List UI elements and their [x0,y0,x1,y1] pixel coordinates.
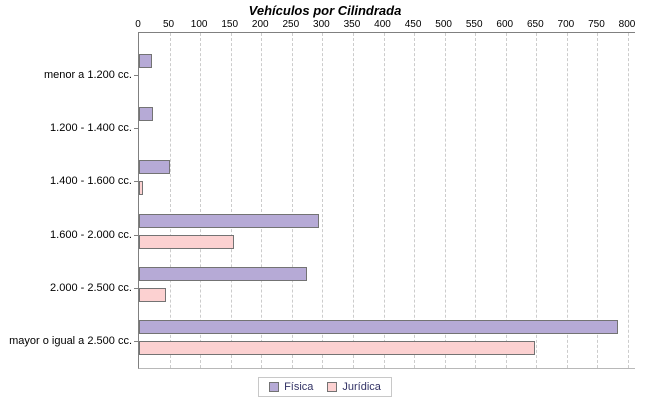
gridline [536,33,538,368]
x-tick-label: 550 [465,19,483,30]
legend-swatch [269,382,280,392]
gridline [505,33,507,368]
chart-title: Vehículos por Cilindrada [248,3,402,18]
bar-juridica [139,235,234,249]
gridline [566,33,568,368]
gridline [475,33,477,368]
gridline [169,33,171,368]
x-axis-tick-labels: 0 50 100 150 200 250 300 350 400 450 500 550 600 650 7… [135,19,638,31]
gridline [444,33,446,368]
bar-fisica [139,320,618,334]
x-tick-label: 450 [404,19,422,30]
legend-box: Física Jurídica [258,377,392,397]
y-category-label: 2.000 - 2.500 cc. [50,282,132,294]
y-axis-tick [134,341,138,342]
legend-label: Física [284,381,314,393]
gridline [291,33,293,368]
gridline [230,33,232,368]
gridline [414,33,416,368]
bar-fisica [139,214,319,228]
legend-swatch [327,382,338,392]
legend-item: Jurídica [327,381,381,393]
x-tick-label: 200 [251,19,269,30]
x-tick-label: 700 [557,19,575,30]
y-category-label: 1.400 - 1.600 cc. [50,175,132,187]
y-axis-tick [134,288,138,289]
y-category-label: mayor o igual a 2.500 cc. [9,335,132,347]
gridline [261,33,263,368]
y-category-label: menor a 1.200 cc. [43,69,132,81]
x-tick-label: 750 [588,19,605,30]
legend-item: Física [269,381,313,393]
x-tick-label: 650 [526,19,544,30]
x-tick-label: 600 [496,19,514,30]
bar-juridica [139,181,143,195]
gridline [200,33,202,368]
y-axis-tick [134,75,138,76]
x-tick-label: 300 [313,19,330,30]
x-tick-label: 50 [163,19,175,30]
x-tick-label: 100 [190,19,208,30]
y-axis-tick [134,128,138,129]
bar-juridica [139,341,535,355]
gridline [383,33,385,368]
y-axis-tick [134,235,138,236]
gridline [322,33,324,368]
gridline [628,33,629,368]
y-axis-tick [134,181,138,182]
bar-fisica [139,160,170,174]
y-category-label: 1.200 - 1.400 cc. [50,122,132,134]
legend: Física Jurídica [0,377,650,397]
x-tick-label: 350 [343,19,361,30]
plot-area [138,32,635,369]
bar-fisica [139,54,152,68]
legend-label: Jurídica [342,381,381,393]
x-tick-label: 500 [435,19,452,30]
x-tick-label: 0 [135,19,141,30]
y-category-label: 1.600 - 2.000 cc. [50,229,132,241]
x-tick-label: 150 [221,19,239,30]
bar-fisica [139,107,153,121]
x-tick-label: 400 [374,19,391,30]
x-tick-label: 800 [618,19,636,30]
bar-juridica [139,288,166,302]
gridline [352,33,354,368]
bar-fisica [139,267,307,281]
x-tick-label: 250 [282,19,300,30]
gridline [597,33,599,368]
